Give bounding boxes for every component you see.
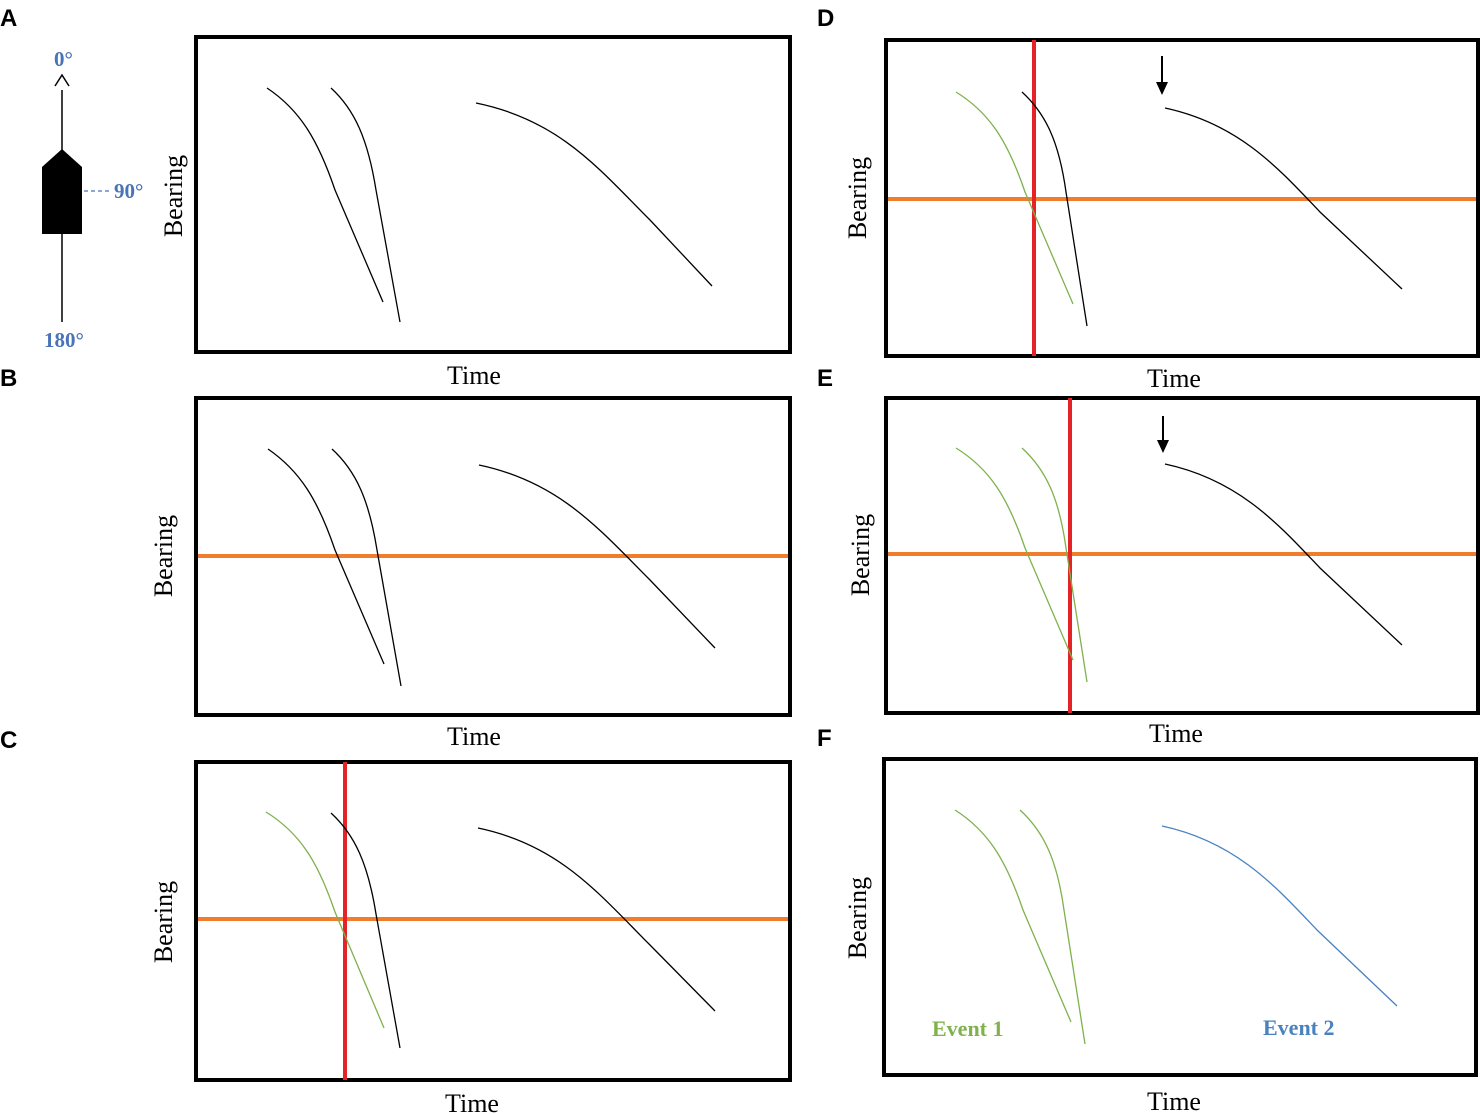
south-label: 180°: [44, 328, 84, 352]
track-2: [330, 812, 401, 1049]
track-3: [478, 464, 716, 649]
panel-letter: E: [817, 365, 833, 392]
panel-letter: B: [0, 365, 17, 392]
track-3: [1161, 825, 1398, 1007]
track-2: [330, 87, 401, 323]
track-1: [955, 91, 1074, 305]
y-axis-label: Bearing: [843, 877, 872, 959]
plot-frame: [882, 757, 1478, 1077]
plot-frame: [194, 35, 792, 354]
panel-c: C Time Bearing: [0, 727, 792, 1114]
down-arrow-icon: [1157, 416, 1169, 453]
panel-e: E Time Bearing: [817, 365, 1480, 748]
x-axis-label: Time: [447, 722, 501, 751]
plot-frame: [194, 396, 792, 717]
compass-diagram: 0° 90° 180°: [42, 47, 143, 352]
plot-frame: [884, 396, 1480, 715]
track-3: [1164, 463, 1403, 646]
plot-frame: [884, 38, 1480, 358]
track-2: [1019, 809, 1086, 1045]
east-label: 90°: [114, 179, 143, 203]
ship-icon: [42, 149, 82, 234]
track-2: [1021, 447, 1088, 683]
x-axis-label: Time: [445, 1089, 499, 1114]
plot-frame: [194, 760, 792, 1082]
track-3: [477, 827, 716, 1012]
panel-letter: D: [817, 5, 834, 32]
x-axis-label: Time: [1149, 719, 1203, 748]
panel-a: A Time Bearing: [0, 5, 792, 390]
panel-letter: F: [817, 725, 832, 752]
panel-letter: C: [0, 727, 17, 754]
track-1: [266, 87, 384, 303]
north-arrow-icon: [54, 73, 70, 87]
track-3: [475, 102, 713, 287]
y-axis-label: Bearing: [149, 515, 178, 597]
y-axis-label: Bearing: [159, 155, 188, 237]
track-1: [955, 447, 1074, 661]
panel-d: D Time Bearing: [817, 5, 1480, 393]
panel-b: B Time Bearing: [0, 365, 792, 751]
panel-f: F Time Bearing Event 1 Event 2: [817, 725, 1478, 1114]
x-axis-label: Time: [447, 361, 501, 390]
y-axis-label: Bearing: [149, 881, 178, 963]
y-axis-label: Bearing: [843, 157, 872, 239]
down-arrow-icon: [1156, 56, 1168, 95]
track-1: [265, 811, 385, 1029]
track-3: [1164, 107, 1403, 290]
track-2: [1021, 91, 1088, 327]
event-2-label: Event 2: [1263, 1015, 1335, 1040]
track-1: [267, 448, 385, 665]
north-label: 0°: [54, 47, 73, 71]
panel-letter: A: [0, 5, 17, 32]
x-axis-label: Time: [1147, 364, 1201, 393]
y-axis-label: Bearing: [846, 514, 875, 596]
event-1-label: Event 1: [932, 1016, 1004, 1041]
x-axis-label: Time: [1147, 1087, 1201, 1114]
track-2: [331, 448, 402, 687]
track-1: [954, 809, 1072, 1023]
